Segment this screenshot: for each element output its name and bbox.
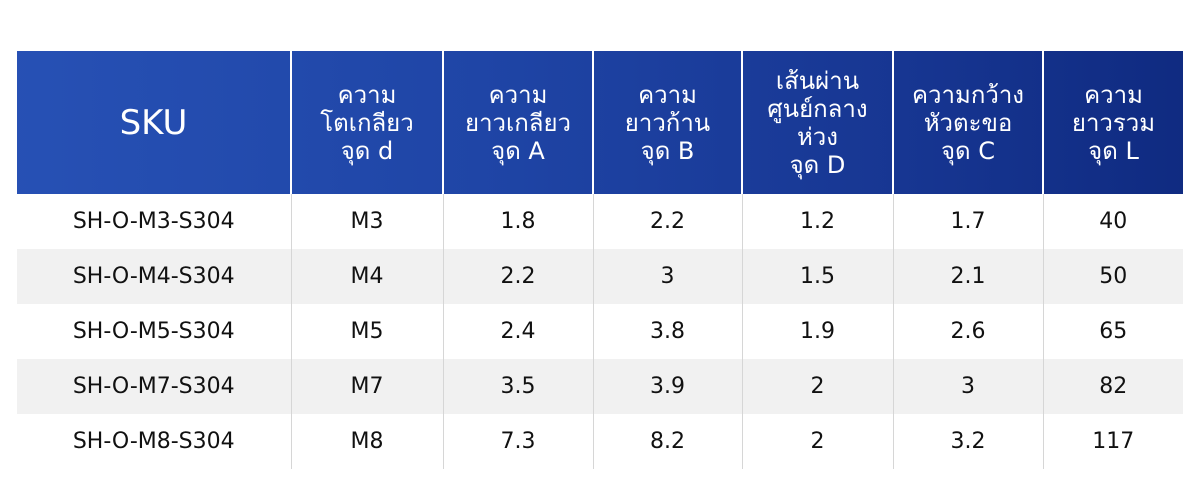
header-loop-diameter: เส้นผ่าน ศูนย์กลาง ห่วง จุด D xyxy=(742,51,894,194)
table-row: SH-O-M5-S304 M5 2.4 3.8 1.9 2.6 65 xyxy=(17,304,1183,359)
header-line: ความกว้าง xyxy=(911,80,1025,109)
header-line: ยาวก้าน xyxy=(624,108,711,137)
header-total-length: ความ ยาวรวม จุด L xyxy=(1043,51,1183,194)
cell-total-length: 40 xyxy=(1043,194,1183,249)
table-header: SKU ความ โตเกลียว จุด d ความ ยาวเกลียว จ… xyxy=(17,51,1183,194)
cell-thread-diameter: M4 xyxy=(291,249,444,304)
cell-loop-diameter: 2 xyxy=(742,414,894,469)
header-line: ศูนย์กลาง xyxy=(767,94,868,123)
header-line: หัวตะขอ xyxy=(923,108,1013,137)
cell-loop-diameter: 1.2 xyxy=(742,194,894,249)
table-row: SH-O-M3-S304 M3 1.8 2.2 1.2 1.7 40 xyxy=(17,194,1183,249)
header-line: ความ xyxy=(638,80,697,109)
cell-loop-diameter: 1.5 xyxy=(742,249,894,304)
cell-loop-diameter: 2 xyxy=(742,359,894,414)
cell-sku: SH-O-M4-S304 xyxy=(17,249,292,304)
cell-sku: SH-O-M8-S304 xyxy=(17,414,292,469)
cell-thread-diameter: M8 xyxy=(291,414,444,469)
header-thread-length: ความ ยาวเกลียว จุด A xyxy=(443,51,594,194)
header-line: ยาวเกลียว xyxy=(465,108,571,137)
header-line: จุด B xyxy=(640,136,695,165)
cell-thread-length: 2.4 xyxy=(443,304,594,359)
header-line: จุด C xyxy=(940,136,996,165)
header-line: SKU xyxy=(119,102,188,143)
cell-thread-diameter: M3 xyxy=(291,194,444,249)
cell-sku: SH-O-M3-S304 xyxy=(17,194,292,249)
table-row: SH-O-M4-S304 M4 2.2 3 1.5 2.1 50 xyxy=(17,249,1183,304)
table-row: SH-O-M7-S304 M7 3.5 3.9 2 3 82 xyxy=(17,359,1183,414)
cell-loop-diameter: 1.9 xyxy=(742,304,894,359)
cell-thread-length: 1.8 xyxy=(443,194,594,249)
table-body: SH-O-M3-S304 M3 1.8 2.2 1.2 1.7 40 SH-O-… xyxy=(17,194,1183,469)
header-line: ความ xyxy=(1084,80,1143,109)
header-line: จุด D xyxy=(789,150,846,179)
header-line: ความ xyxy=(488,80,548,109)
header-line: ยาวรวม xyxy=(1071,108,1156,137)
header-thread-diameter: ความ โตเกลียว จุด d xyxy=(291,51,444,194)
header-line: จุด d xyxy=(340,136,394,165)
header-row: SKU ความ โตเกลียว จุด d ความ ยาวเกลียว จ… xyxy=(17,51,1183,194)
header-line: เส้นผ่าน xyxy=(775,66,860,95)
cell-thread-diameter: M7 xyxy=(291,359,444,414)
cell-thread-length: 3.5 xyxy=(443,359,594,414)
header-sku: SKU xyxy=(17,51,292,194)
table-row: SH-O-M8-S304 M8 7.3 8.2 2 3.2 117 xyxy=(17,414,1183,469)
spec-table: SKU ความ โตเกลียว จุด d ความ ยาวเกลียว จ… xyxy=(17,51,1183,469)
cell-total-length: 65 xyxy=(1043,304,1183,359)
cell-thread-length: 7.3 xyxy=(443,414,594,469)
cell-shank-length: 2.2 xyxy=(593,194,743,249)
header-shank-length: ความ ยาวก้าน จุด B xyxy=(593,51,743,194)
cell-hook-width: 3 xyxy=(893,359,1044,414)
header-line: จุด L xyxy=(1088,136,1139,165)
cell-shank-length: 3.9 xyxy=(593,359,743,414)
header-hook-width: ความกว้าง หัวตะขอ จุด C xyxy=(893,51,1044,194)
header-line: โตเกลียว xyxy=(320,108,414,137)
cell-total-length: 117 xyxy=(1043,414,1183,469)
cell-total-length: 82 xyxy=(1043,359,1183,414)
cell-hook-width: 2.1 xyxy=(893,249,1044,304)
cell-thread-length: 2.2 xyxy=(443,249,594,304)
cell-sku: SH-O-M5-S304 xyxy=(17,304,292,359)
cell-hook-width: 3.2 xyxy=(893,414,1044,469)
cell-shank-length: 3.8 xyxy=(593,304,743,359)
cell-shank-length: 8.2 xyxy=(593,414,743,469)
header-line: ความ xyxy=(337,80,397,109)
cell-hook-width: 1.7 xyxy=(893,194,1044,249)
header-line: จุด A xyxy=(491,136,545,165)
cell-hook-width: 2.6 xyxy=(893,304,1044,359)
spec-table-container: SKU ความ โตเกลียว จุด d ความ ยาวเกลียว จ… xyxy=(17,51,1183,469)
cell-shank-length: 3 xyxy=(593,249,743,304)
cell-total-length: 50 xyxy=(1043,249,1183,304)
cell-thread-diameter: M5 xyxy=(291,304,444,359)
cell-sku: SH-O-M7-S304 xyxy=(17,359,292,414)
header-line: ห่วง xyxy=(796,122,838,151)
